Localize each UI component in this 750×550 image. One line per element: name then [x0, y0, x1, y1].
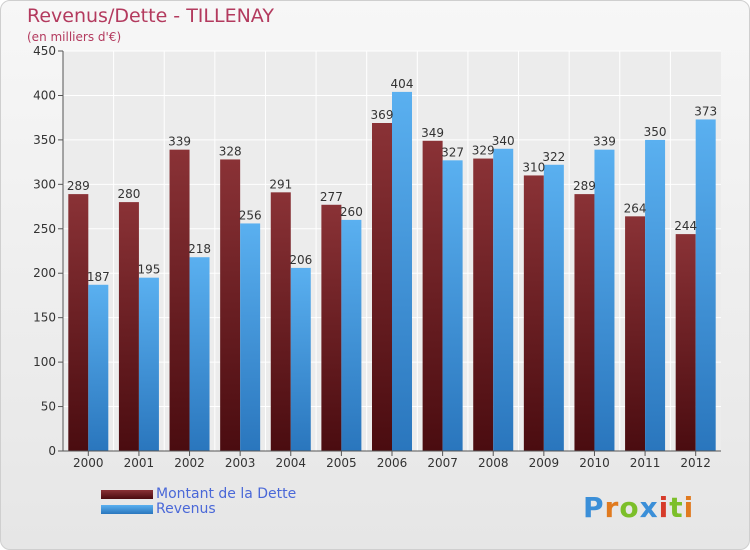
- bar-revenus: [88, 284, 109, 451]
- proxiti-logo: Proxiti: [583, 491, 694, 524]
- y-tick-label: 400: [33, 88, 56, 102]
- value-label-dette: 291: [269, 177, 292, 191]
- bar-dette: [270, 192, 291, 452]
- bar-revenus: [392, 91, 412, 451]
- x-tick-label: 2004: [275, 456, 306, 470]
- value-label-revenus: 206: [289, 253, 312, 267]
- x-tick-label: 2008: [478, 456, 509, 470]
- logo-letter: o: [619, 491, 640, 524]
- y-tick-label: 100: [33, 355, 56, 369]
- logo-letter: r: [604, 491, 620, 524]
- bar-dette: [422, 140, 443, 451]
- x-tick-label: 2007: [427, 456, 458, 470]
- y-tick-label: 0: [48, 444, 56, 458]
- bar-revenus: [543, 164, 564, 451]
- x-tick-label: 2000: [73, 456, 104, 470]
- logo-letter: i: [658, 491, 670, 524]
- value-label-dette: 244: [674, 219, 697, 233]
- y-tick-label: 250: [33, 222, 56, 236]
- bar-revenus: [189, 257, 210, 451]
- value-label-revenus: 256: [239, 208, 262, 222]
- value-label-revenus: 195: [137, 263, 160, 277]
- bar-dette: [169, 149, 190, 451]
- x-tick-label: 2009: [529, 456, 560, 470]
- value-label-revenus: 327: [441, 145, 464, 159]
- x-tick-label: 2003: [225, 456, 256, 470]
- x-tick-label: 2010: [579, 456, 610, 470]
- value-label-revenus: 340: [492, 134, 515, 148]
- value-label-dette: 264: [624, 201, 647, 215]
- bar-revenus: [341, 219, 362, 451]
- x-tick-label: 2012: [680, 456, 711, 470]
- value-label-revenus: 350: [644, 125, 667, 139]
- y-tick-label: 350: [33, 133, 56, 147]
- chart-subtitle: (en milliers d'€): [27, 30, 122, 44]
- value-label-dette: 339: [168, 135, 191, 149]
- value-label-revenus: 322: [542, 150, 565, 164]
- x-tick-label: 2005: [326, 456, 357, 470]
- bar-dette: [574, 194, 595, 451]
- legend-swatch-dette: [101, 490, 153, 499]
- bar-revenus: [493, 148, 514, 451]
- value-label-revenus: 339: [593, 135, 616, 149]
- value-label-dette: 329: [472, 144, 495, 158]
- legend-label-dette: Montant de la Dette: [156, 486, 297, 502]
- chart-title: Revenus/Dette - TILLENAY: [27, 5, 274, 27]
- bar-revenus: [695, 119, 716, 451]
- value-label-dette: 277: [320, 190, 343, 204]
- bar-dette: [675, 234, 696, 451]
- x-tick-label: 2011: [630, 456, 661, 470]
- legend-swatch-revenus: [101, 505, 153, 514]
- bar-revenus: [594, 149, 615, 451]
- value-label-dette: 310: [522, 160, 545, 174]
- legend-label-revenus: Revenus: [156, 501, 216, 517]
- x-tick-label: 2002: [174, 456, 205, 470]
- bar-dette: [625, 216, 646, 451]
- logo-letter: i: [683, 491, 695, 524]
- value-label-dette: 369: [371, 108, 394, 122]
- y-tick-label: 150: [33, 311, 56, 325]
- bar-revenus: [240, 223, 261, 451]
- bar-dette: [220, 159, 241, 451]
- value-label-revenus: 404: [391, 77, 414, 91]
- bar-revenus: [645, 139, 666, 451]
- bar-dette: [68, 194, 89, 451]
- value-label-dette: 280: [117, 187, 140, 201]
- logo-letter: x: [639, 491, 659, 524]
- bar-revenus: [442, 160, 463, 452]
- value-label-dette: 289: [573, 179, 596, 193]
- x-tick-label: 2001: [124, 456, 155, 470]
- bar-revenus: [138, 277, 159, 451]
- x-tick-label: 2006: [377, 456, 408, 470]
- value-label-dette: 328: [219, 144, 242, 158]
- value-label-revenus: 260: [340, 205, 363, 219]
- bar-dette: [372, 123, 392, 451]
- bar-revenus: [290, 267, 311, 451]
- y-tick-label: 200: [33, 266, 56, 280]
- value-label-dette: 289: [67, 179, 90, 193]
- logo-letter: P: [583, 491, 605, 524]
- bar-dette: [118, 202, 139, 451]
- bar-dette: [523, 175, 544, 451]
- value-label-revenus: 373: [694, 104, 717, 118]
- y-tick-label: 300: [33, 177, 56, 191]
- bar-dette: [321, 204, 342, 451]
- y-tick-label: 50: [41, 400, 56, 414]
- value-label-revenus: 187: [87, 270, 110, 284]
- y-tick-label: 450: [33, 44, 56, 58]
- logo-letter: t: [669, 491, 684, 524]
- value-label-dette: 349: [421, 126, 444, 140]
- value-label-revenus: 218: [188, 242, 211, 256]
- bar-dette: [473, 158, 494, 452]
